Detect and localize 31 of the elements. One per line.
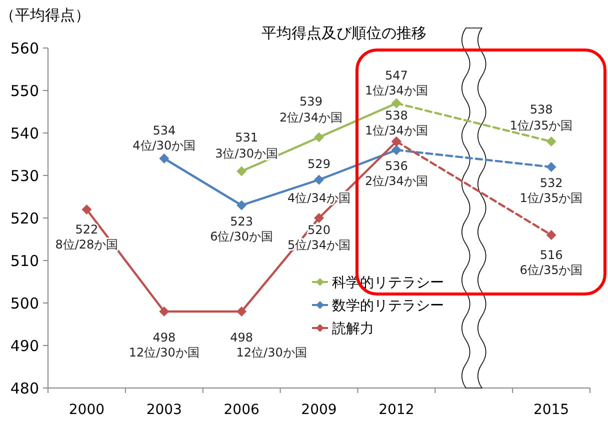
y-axis-title: （平均得点） <box>0 6 90 24</box>
y-tick-label: 480 <box>10 379 39 398</box>
legend-label: 読解力 <box>332 320 374 337</box>
legend-label: 数学的リテラシー <box>332 298 444 314</box>
y-tick-label: 540 <box>10 124 39 142</box>
x-tick-label: 2000 <box>68 402 105 418</box>
data-label: 531 3位/30か国 <box>215 130 278 160</box>
y-tick-label: 560 <box>10 39 39 58</box>
x-tick-label: 2015 <box>533 402 570 418</box>
data-label: 538 1位/34か国 <box>364 108 428 138</box>
x-tick-label: 2006 <box>224 402 260 418</box>
y-tick-label: 520 <box>10 209 39 228</box>
chart-title: 平均得点及び順位の推移 <box>262 24 426 42</box>
x-tick-label: 2012 <box>378 402 414 418</box>
data-label: 538 1位/35か国 <box>510 102 573 132</box>
data-label: 534 4位/30か国 <box>132 124 196 152</box>
data-label: 532 1位/35か国 <box>520 176 583 205</box>
data-label: 536 2位/34か国 <box>364 159 428 188</box>
data-label: 547 1位/34か国 <box>364 68 428 98</box>
x-tick-label: 2009 <box>301 402 337 418</box>
data-label: 498 12位/30か国 <box>230 330 307 360</box>
data-label: 539 2位/34か国 <box>280 94 342 124</box>
data-label: 498 12位/30か国 <box>128 330 200 360</box>
y-tick-label: 550 <box>10 82 39 100</box>
y-tick-label: 500 <box>10 294 39 312</box>
x-tick-label: 2003 <box>146 402 182 418</box>
y-tick-label: 510 <box>10 252 39 270</box>
y-tick-label: 530 <box>10 166 39 185</box>
data-label: 523 6位/30か国 <box>210 214 274 244</box>
y-tick-label: 490 <box>10 336 39 355</box>
data-label: 516 6位/35か国 <box>520 248 583 277</box>
